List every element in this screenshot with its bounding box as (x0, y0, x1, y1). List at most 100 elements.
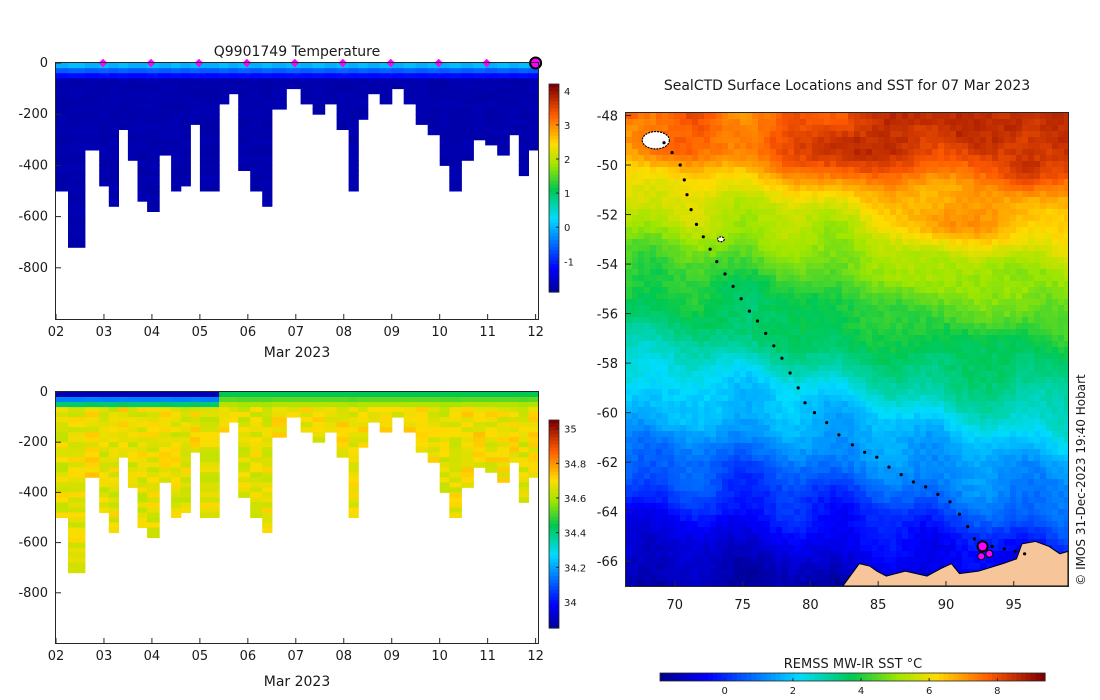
track-position (694, 222, 699, 226)
profile-column (286, 63, 302, 90)
y-tick-label: -800 (18, 586, 48, 601)
x-tick-label: 08 (335, 649, 352, 664)
track-position (723, 272, 727, 276)
profile-column (336, 63, 350, 130)
lat-tick-label: -64 (597, 506, 618, 521)
lat-tick-label: -60 (597, 407, 618, 422)
y-tick-label: -400 (18, 485, 48, 500)
track-position (899, 473, 903, 477)
colorbar-tick-label: 34 (564, 598, 577, 609)
profile-column (427, 392, 441, 463)
latest-position-marker (976, 540, 989, 553)
profile-column (528, 63, 538, 151)
profile-column (127, 63, 139, 161)
x-tick-label: 11 (479, 649, 496, 664)
x-tick-label: 09 (383, 325, 400, 340)
profile-column (180, 392, 191, 513)
track-position (755, 319, 760, 323)
profile-column (137, 63, 148, 202)
x-tick-label: 12 (527, 649, 544, 664)
profile-column (348, 392, 359, 518)
x-tick-label: 07 (288, 325, 305, 340)
profile-column (439, 392, 450, 493)
x-tick-label: 04 (144, 649, 161, 664)
y-tick-label: 0 (40, 385, 48, 400)
profile-column (228, 392, 239, 423)
map-title: SealCTD Surface Locations and SST for 07… (664, 78, 1030, 94)
track-position (924, 485, 928, 489)
profile-column (56, 63, 69, 192)
profile-column (391, 63, 405, 90)
profile-column (379, 392, 393, 433)
track-position (863, 450, 867, 454)
lon-tick-label: 75 (734, 598, 751, 613)
profile-column (336, 392, 350, 458)
profile-column (271, 63, 287, 110)
x-tick-label: 07 (288, 649, 305, 664)
track-position (772, 344, 776, 348)
profile-column (108, 392, 119, 533)
temperature-y-axis: 0 -200 -400 -600 -800 (18, 56, 61, 276)
antarctic-land (641, 130, 1068, 586)
track-position (662, 141, 666, 145)
x-tick-label: 05 (192, 649, 209, 664)
lat-tick-label: -58 (597, 357, 618, 372)
track-position (1023, 552, 1027, 556)
track-position (796, 386, 800, 390)
profile-column (497, 63, 510, 156)
seal-track (662, 141, 1027, 561)
x-tick-label: 04 (144, 325, 161, 340)
profile-column (199, 63, 220, 192)
track-position (948, 500, 952, 504)
sst-colorbar: 0 2 4 6 8 (659, 672, 1046, 697)
lat-tick-label: -62 (597, 456, 618, 471)
temperature-axes-frame (55, 62, 539, 320)
track-position (837, 433, 841, 437)
profile-column (415, 392, 429, 453)
colorbar-tick-label: -1 (564, 257, 574, 268)
x-tick-label: 02 (48, 325, 65, 340)
imos-watermark: © IMOS 31-Dec-2023 19:40 Hobart (1074, 374, 1088, 586)
profile-column (427, 63, 441, 136)
profile-column (159, 392, 172, 483)
profile-column (300, 392, 314, 433)
profile-column (262, 392, 273, 533)
y-tick-label: -200 (18, 435, 48, 450)
profile-column (250, 392, 263, 518)
colorbar-tick-label: 34.6 (564, 494, 586, 505)
profile-column (262, 63, 273, 207)
sst-colorbar-tick-label: 6 (926, 686, 932, 697)
profile-column (219, 392, 230, 433)
profile-column (108, 63, 119, 207)
profile-column (324, 392, 338, 433)
profile-column (461, 392, 474, 488)
track-position (1002, 547, 1006, 551)
latest-position-marker (985, 549, 994, 558)
profile-column (127, 392, 139, 488)
salinity-y-axis: 0 -200 -400 -600 -800 (18, 385, 61, 601)
latest-position-marker (977, 552, 986, 561)
colorbar-tick-label: 0 (564, 223, 570, 234)
track-position (803, 401, 807, 405)
colorbar-tick-label: 34.4 (564, 529, 586, 540)
track-position (764, 331, 768, 335)
profile-column (461, 63, 474, 161)
temperature-panel: Q9901749 Temperature 0 -200 -400 -600 -800 0… (18, 44, 574, 361)
sst-colorbar-frame (659, 672, 1046, 682)
profile-column (84, 392, 100, 478)
x-tick-label: 05 (192, 325, 209, 340)
lon-tick-label: 95 (1005, 598, 1022, 613)
profile-column (312, 392, 326, 443)
salinity-x-axis: 02 03 04 05 06 07 08 09 10 11 12 (48, 638, 544, 664)
track-position (682, 178, 686, 182)
track-position (685, 193, 689, 197)
profile-column (250, 63, 263, 192)
profile-column (271, 392, 287, 438)
map-frame (625, 112, 1069, 587)
profile-column (403, 63, 417, 105)
track-position (780, 356, 784, 360)
x-tick-label: 09 (383, 649, 400, 664)
profile-column (118, 392, 129, 458)
profile-column (439, 63, 450, 166)
sst-colorbar-label: REMSS MW-IR SST °C (784, 657, 923, 672)
